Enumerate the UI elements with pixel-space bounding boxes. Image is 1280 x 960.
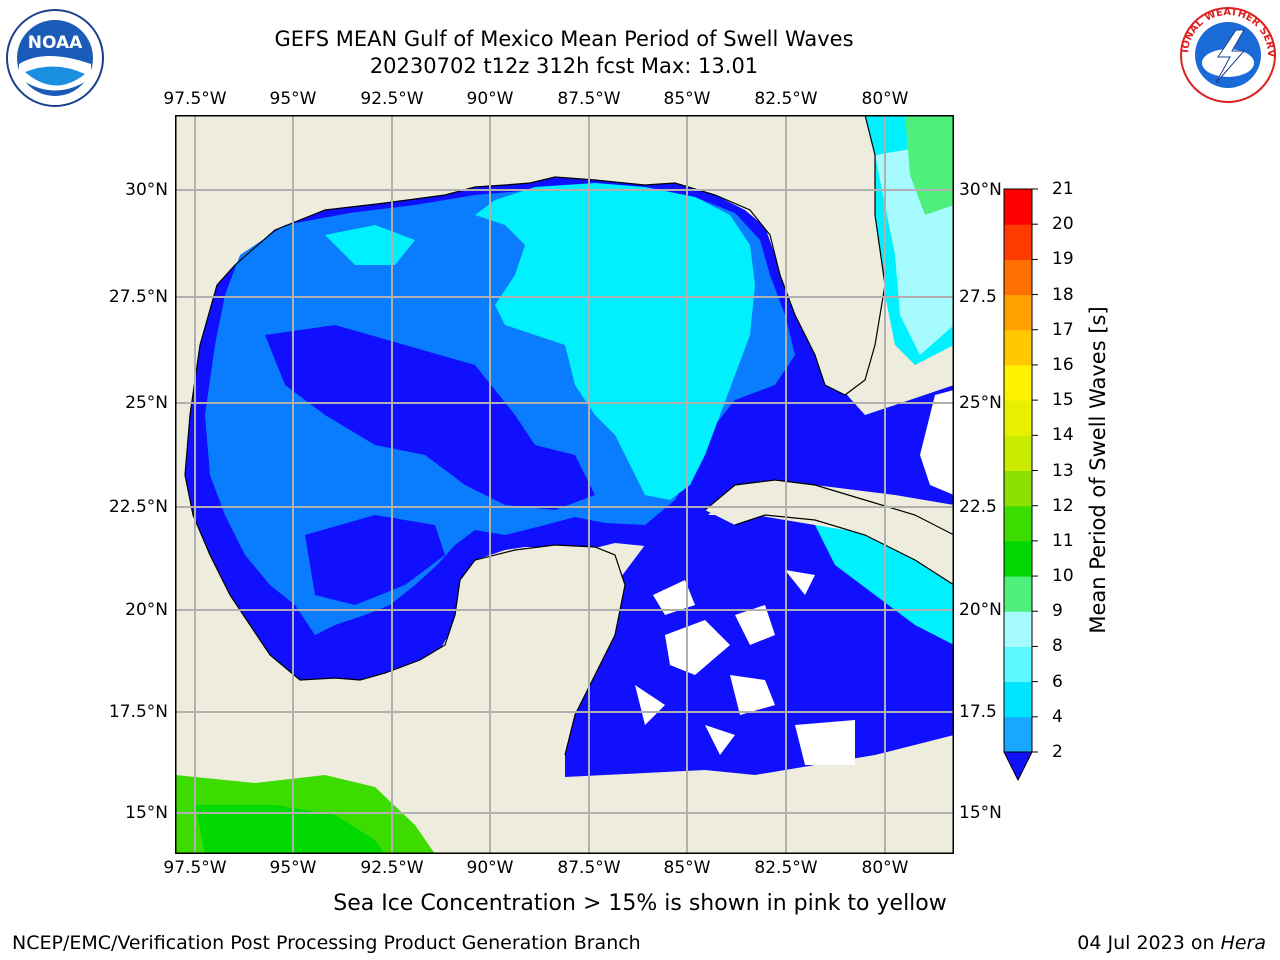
colorbar-tick-label: 17 <box>1052 319 1074 340</box>
footer-date: 04 Jul 2023 on Hera <box>1077 932 1266 954</box>
colorbar-tick-label: 14 <box>1052 425 1074 446</box>
swell-low-patch-2 <box>305 515 445 605</box>
lon-label-bottom: 85°W <box>663 858 711 878</box>
lat-label-left: 22.5°N <box>108 497 168 517</box>
florida-land <box>675 115 885 395</box>
colorbar-tick-label: 6 <box>1052 671 1063 692</box>
map-frame <box>175 115 954 854</box>
colorbar-tick-label: 18 <box>1052 284 1074 305</box>
lon-label-bottom: 80°W <box>861 858 909 878</box>
lon-label-bottom: 87.5°W <box>557 858 621 878</box>
lat-label-right: 17.5 <box>959 702 997 722</box>
colorbar-tick-label: 11 <box>1052 530 1074 551</box>
lon-label-top: 92.5°W <box>360 89 424 109</box>
colorbar <box>1003 188 1038 782</box>
lon-label-top: 90°W <box>466 89 514 109</box>
colorbar-band <box>1004 400 1032 436</box>
lat-label-left: 15°N <box>125 803 168 823</box>
chart-title: GEFS MEAN Gulf of Mexico Mean Period of … <box>274 27 854 51</box>
graticule <box>175 115 954 854</box>
colorbar-extend-arrow <box>1003 751 1033 782</box>
lon-label-bottom: 95°W <box>269 858 317 878</box>
colorbar-tick-label: 16 <box>1052 354 1074 375</box>
colorbar-band <box>1004 435 1032 471</box>
colorbar-tick-label: 21 <box>1052 179 1074 199</box>
footer-host: Hera <box>1220 932 1266 954</box>
colorbar-band <box>1004 224 1032 260</box>
lon-label-top: 85°W <box>663 89 711 109</box>
colorbar-tick-label: 15 <box>1052 390 1074 411</box>
colorbar-band <box>1004 540 1032 577</box>
lat-label-right: 30°N <box>959 180 1002 200</box>
colorbar-tick-label: 8 <box>1052 636 1063 657</box>
sea-ice-note: Sea Ice Concentration > 15% is shown in … <box>333 891 947 916</box>
lat-label-right: 25°N <box>959 393 1002 413</box>
no-data-patches <box>635 390 954 765</box>
lon-label-bottom: 82.5°W <box>754 858 818 878</box>
colorbar-band <box>1004 189 1032 225</box>
lat-label-right: 20°N <box>959 600 1002 620</box>
lat-label-right: 27.5 <box>959 287 997 307</box>
colorbar-band <box>1004 259 1032 296</box>
colorbar-band <box>1004 470 1032 507</box>
colorbar-band <box>1004 505 1032 542</box>
colorbar-tick-label: 9 <box>1052 601 1063 622</box>
lon-label-top: 95°W <box>269 89 317 109</box>
lon-label-bottom: 97.5°W <box>163 858 227 878</box>
lon-label-bottom: 90°W <box>466 858 514 878</box>
chart-subtitle: 20230702 t12z 312h fcst Max: 13.01 <box>369 54 759 78</box>
colorbar-band <box>1004 329 1032 366</box>
map-panel <box>175 115 954 854</box>
colorbar-band <box>1004 611 1032 647</box>
yucatan-land <box>437 545 625 815</box>
lon-label-bottom: 92.5°W <box>360 858 424 878</box>
lat-label-left: 20°N <box>125 600 168 620</box>
colorbar-band <box>1004 681 1032 718</box>
lon-label-top: 80°W <box>861 89 909 109</box>
colorbar-tick-label: 10 <box>1052 566 1074 587</box>
colorbar-tick-label: 13 <box>1052 460 1074 481</box>
nws-logo-icon: NATIONAL WEATHER SERVICE <box>1178 5 1276 103</box>
lon-label-top: 87.5°W <box>557 89 621 109</box>
lat-label-right: 15°N <box>959 803 1002 823</box>
footer-date-text: 04 Jul 2023 on <box>1077 932 1215 954</box>
lat-label-left: 30°N <box>125 180 168 200</box>
colorbar-band <box>1004 294 1032 331</box>
lat-label-left: 25°N <box>125 393 168 413</box>
colorbar-tick-label: 4 <box>1052 706 1063 727</box>
noaa-logo-text: NOAA <box>28 33 83 53</box>
colorbar-label: Mean Period of Swell Waves [s] <box>1086 306 1110 634</box>
noaa-logo-icon: NOAA <box>6 9 104 107</box>
lon-label-top: 82.5°W <box>754 89 818 109</box>
colorbar-tick-label: 19 <box>1052 249 1074 270</box>
swell-4-6s-region <box>475 183 755 500</box>
colorbar-band <box>1004 716 1032 753</box>
swell-low-patch <box>265 325 595 510</box>
colorbar-tick-label: 20 <box>1052 214 1074 235</box>
footer-credit: NCEP/EMC/Verification Post Processing Pr… <box>12 932 641 954</box>
colorbar-band <box>1004 646 1032 683</box>
colorbar-tick-label: 2 <box>1052 742 1063 762</box>
colorbar-band <box>1004 576 1032 612</box>
lat-label-left: 17.5°N <box>108 702 168 722</box>
lat-label-right: 22.5 <box>959 497 997 517</box>
pacific-green-dark <box>195 805 385 854</box>
lon-label-top: 97.5°W <box>163 89 227 109</box>
colorbar-band <box>1004 364 1032 401</box>
lat-label-left: 27.5°N <box>108 287 168 307</box>
colorbar-tick-label: 12 <box>1052 495 1074 516</box>
